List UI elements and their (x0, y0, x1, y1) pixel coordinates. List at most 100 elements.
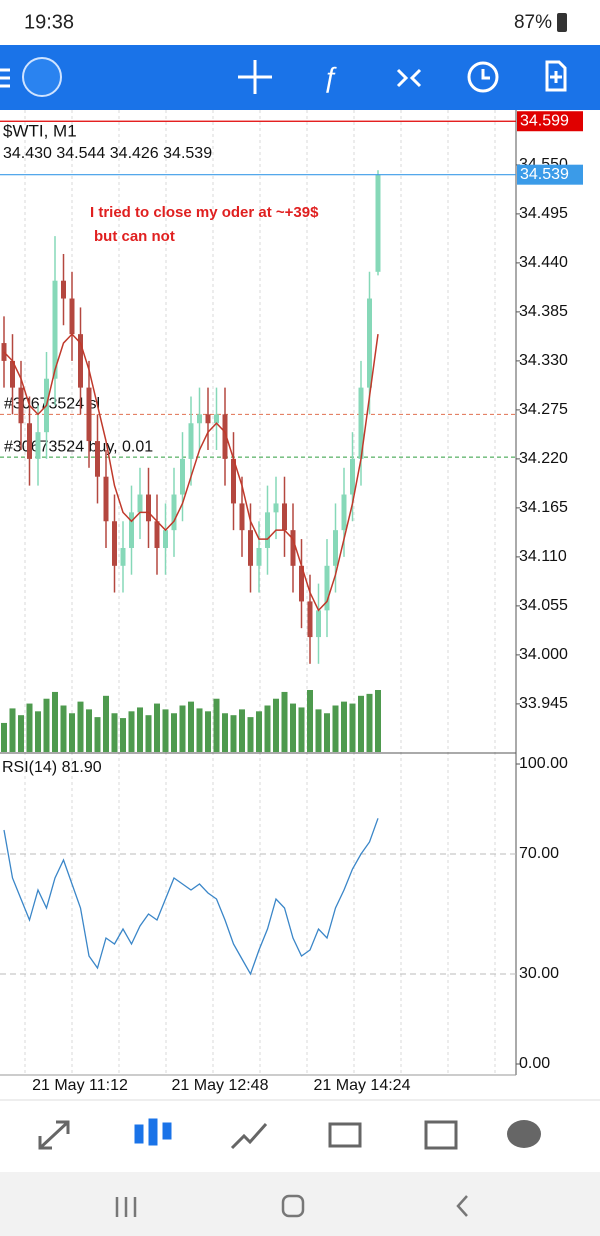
candle-body (248, 530, 253, 566)
volume-bar (196, 708, 203, 752)
ma-line (3, 333, 379, 612)
bottom-nav (0, 1100, 600, 1172)
candle-body (120, 547, 126, 566)
candle-body (10, 360, 15, 388)
volume-bar (366, 693, 373, 752)
system-nav (0, 1172, 600, 1236)
battery-text: 87% (514, 12, 552, 33)
candle-body (341, 494, 347, 531)
candle-body (137, 494, 143, 513)
candle-body (367, 298, 372, 388)
candle-body (273, 503, 279, 513)
candle-body (358, 387, 364, 459)
candle-body (316, 610, 321, 638)
order-label: #30673524 sl (4, 396, 100, 413)
y-tick-label: 34.275 (519, 401, 568, 418)
candle-body (129, 512, 134, 548)
chart: 34.55034.49534.44034.38534.33034.27534.2… (0, 110, 583, 1094)
rsi-title: RSI(14) 81.90 (2, 759, 102, 776)
candle-body (299, 565, 304, 602)
toolbar-icons[interactable]: ƒ (0, 57, 567, 97)
y-tick-label: 34.495 (519, 205, 568, 222)
volume-bar (111, 713, 118, 752)
volume-bar (35, 711, 41, 752)
x-tick-label: 21 May 12:48 (172, 1077, 269, 1094)
volume-bar (43, 698, 50, 752)
rsi-tick-label: 0.00 (519, 1055, 550, 1072)
system-nav-icons[interactable] (115, 1194, 468, 1218)
price-tag (517, 164, 583, 185)
candle-body (61, 280, 66, 299)
volume-bar (77, 701, 84, 752)
price-tag (517, 111, 583, 132)
volume-bar (137, 707, 143, 752)
volume-bar (103, 695, 109, 752)
volume-bar (120, 718, 126, 752)
volume-bar (60, 705, 67, 752)
y-tick-label: 33.945 (519, 695, 568, 712)
volume-bar (375, 690, 381, 752)
candle-body (350, 458, 355, 495)
volume-bar (222, 713, 228, 752)
candle-body (27, 423, 32, 459)
volume-bar (18, 715, 24, 752)
rsi-tick-label: 30.00 (519, 965, 559, 982)
y-tick-label: 34.440 (519, 254, 568, 271)
candle-body (307, 601, 313, 638)
volume-bar (213, 698, 220, 752)
svg-text:ƒ: ƒ (322, 61, 338, 92)
annotation: I tried to close my oder at ~+39$ (90, 204, 319, 221)
volume-bar (205, 711, 211, 752)
rsi-line (3, 818, 379, 976)
y-tick-label: 34.055 (519, 597, 568, 614)
candle-body (146, 494, 151, 522)
candle-body (78, 334, 83, 388)
rsi-tick-label: 70.00 (519, 845, 559, 862)
volume-bar (239, 709, 245, 752)
candle-body (188, 423, 194, 459)
volume-bar (290, 703, 296, 752)
volume-bar (145, 715, 152, 752)
candle-body (180, 458, 185, 495)
candle-body (324, 565, 330, 611)
y-tick-label: 34.110 (519, 548, 567, 565)
candle-body (112, 521, 117, 566)
volume-bar (86, 709, 92, 752)
candle-body (375, 174, 381, 272)
volume-bar (154, 703, 160, 752)
status-time: 19:38 (24, 11, 74, 33)
volume-bar (349, 703, 356, 752)
candle-body (239, 503, 245, 531)
volume-bar (9, 708, 16, 752)
volume-bar (307, 690, 313, 752)
x-tick-label: 21 May 11:12 (32, 1077, 128, 1094)
volume-bar (162, 709, 169, 752)
volume-bar (247, 717, 254, 752)
candle-body (163, 530, 168, 548)
x-tick-label: 21 May 14:24 (314, 1077, 411, 1094)
candle-body (103, 476, 109, 522)
volume-bar (264, 705, 271, 752)
candle-body (256, 547, 262, 566)
candle-body (197, 414, 202, 424)
candle-body (86, 387, 92, 442)
candle-body (18, 387, 24, 424)
volume-bar (315, 709, 322, 752)
status-bar (0, 0, 600, 45)
volume-bar (52, 691, 58, 752)
volume-bar (179, 705, 186, 752)
candle-body (231, 458, 236, 504)
candle-body (214, 414, 219, 424)
y-tick-label: 34.165 (519, 499, 568, 516)
candle-body (333, 530, 338, 566)
nav-icons[interactable] (38, 1118, 541, 1150)
y-tick-label: 34.385 (519, 303, 568, 320)
rsi-tick-label: 100.00 (519, 755, 568, 772)
volume-bar (358, 695, 364, 752)
candle-body (205, 414, 211, 424)
volume-bar (128, 711, 135, 752)
volume-bar (298, 707, 305, 752)
volume-bar (273, 698, 279, 752)
y-tick-label: 34.330 (519, 352, 568, 369)
